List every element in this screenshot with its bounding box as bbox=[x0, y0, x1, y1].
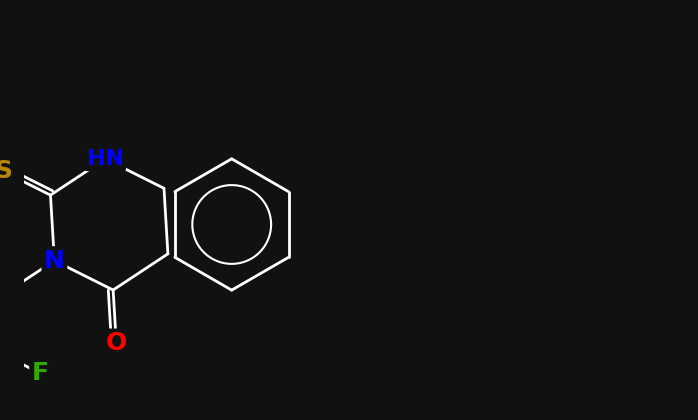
Text: F: F bbox=[31, 361, 49, 385]
Text: O: O bbox=[105, 331, 127, 355]
Text: S: S bbox=[0, 159, 12, 184]
Text: N: N bbox=[44, 249, 65, 273]
Text: HN: HN bbox=[87, 149, 124, 169]
